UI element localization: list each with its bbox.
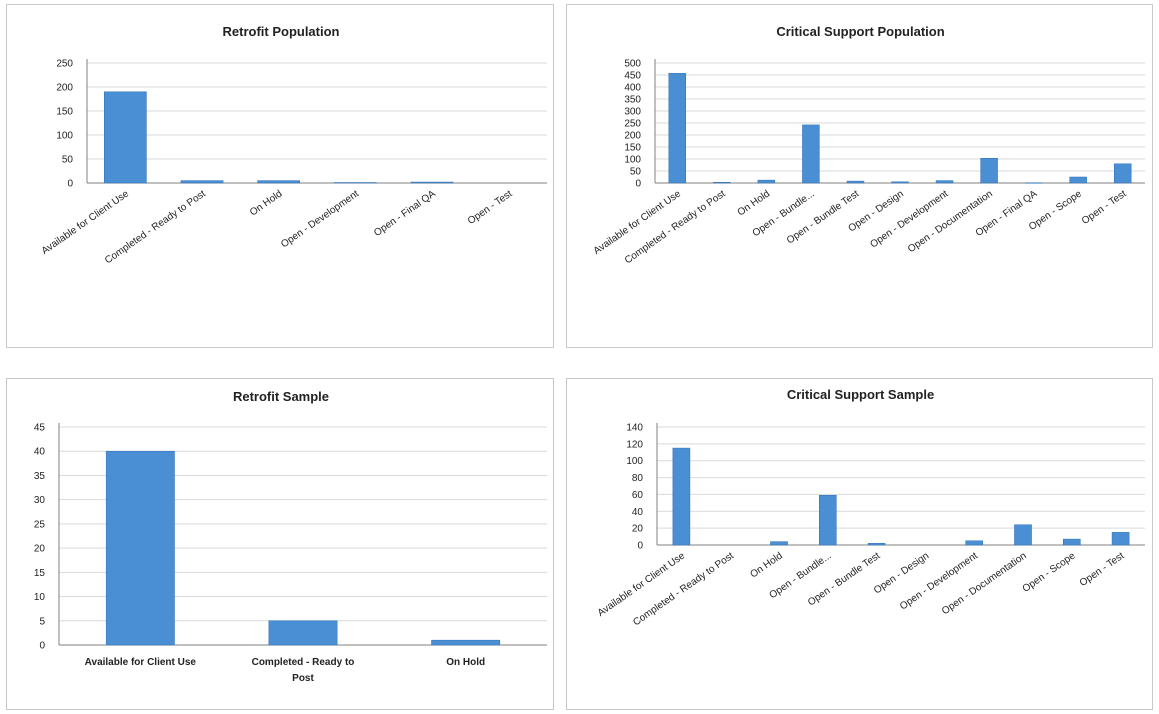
retrofit-sample-chart: Retrofit Sample 0 5 10 15 20 25 30 35 40 45 Availab… (6, 378, 554, 710)
retrofit-population-plot: Retrofit Population050100150200250Availa… (40, 24, 547, 266)
y-tick-label: 45 (34, 423, 46, 434)
y-tick-label: 100 (626, 456, 643, 467)
y-tick-label: 350 (624, 95, 641, 106)
retrofit-population-chart: Retrofit Population 0 50 100 150 200 250 Availa… (6, 4, 554, 348)
y-tick-label: 40 (632, 507, 644, 518)
y-tick-label: 200 (56, 83, 73, 94)
bar (819, 495, 837, 546)
category-label: On Hold (248, 188, 284, 218)
chart-title: Critical Support Population (776, 24, 944, 39)
bar (668, 73, 686, 184)
bar (1114, 163, 1132, 184)
y-tick-label: 100 (56, 131, 73, 142)
critical-support-sample-plot: Critical Support Sample 0 20 40 60 80 100 120 14… (596, 387, 1145, 628)
bar (1069, 176, 1087, 184)
bar (1063, 538, 1081, 546)
critical-support-sample-chart: Critical Support Sample 0 20 40 60 80 100 120 14… (566, 378, 1153, 710)
y-tick-label: 80 (632, 473, 644, 484)
y-tick-label: 100 (624, 155, 641, 166)
y-tick-label: 20 (632, 524, 644, 535)
bar (1014, 524, 1032, 546)
category-label: Open - Documentation (940, 550, 1029, 617)
bar (104, 91, 147, 184)
bar (334, 182, 377, 184)
y-tick-label: 150 (624, 143, 641, 154)
y-tick-label: 20 (34, 544, 46, 555)
bar (180, 180, 224, 184)
category-label: Open - Scope (1021, 550, 1078, 595)
bar (770, 541, 788, 546)
retrofit-sample-plot: Retrofit Sample 0 5 10 15 20 25 30 35 40 45 Availab… (34, 389, 547, 684)
y-tick-label: 50 (62, 155, 74, 166)
y-tick-label: 140 (626, 423, 643, 434)
category-label: Available for Client Use (85, 657, 197, 668)
category-label: Open - Documentation (906, 188, 995, 255)
chart-title: Critical Support Sample (787, 387, 934, 402)
bar (757, 179, 776, 184)
bar (1111, 532, 1130, 546)
bar (935, 180, 954, 184)
category-label: Open - Final QA (372, 188, 438, 239)
chart-title: Retrofit Sample (233, 389, 329, 404)
bar (431, 639, 501, 646)
bar (846, 180, 865, 184)
y-tick-label: 150 (56, 107, 73, 118)
bar (268, 620, 338, 646)
category-label: Completed - Ready to Post (631, 550, 736, 628)
y-tick-label: 50 (630, 167, 642, 178)
bar (1024, 182, 1043, 184)
bar (867, 543, 886, 546)
category-label: On Hold (446, 657, 485, 668)
y-tick-label: 25 (34, 519, 46, 530)
category-label: On Hold (748, 550, 784, 580)
bar (965, 540, 983, 546)
y-tick-label: 300 (624, 107, 641, 118)
bar (105, 450, 175, 646)
bar (980, 158, 998, 184)
category-label: Open - Development (279, 188, 361, 250)
y-tick-label: 35 (34, 471, 46, 482)
y-tick-label: 120 (626, 439, 643, 450)
category-label: Open - Development (868, 188, 950, 250)
y-tick-label: 15 (34, 568, 46, 579)
y-tick-label: 40 (34, 447, 46, 458)
y-tick-label: 250 (624, 119, 641, 130)
critical-support-population-chart: Critical Support Population 0 50 100 150 200 2… (566, 4, 1153, 348)
category-label: Available for Client Use (596, 550, 688, 619)
y-tick-label: 10 (34, 592, 46, 603)
y-tick-label: 450 (624, 71, 641, 82)
bar (802, 124, 820, 184)
y-tick-label: 200 (624, 131, 641, 142)
y-tick-label: 0 (39, 641, 45, 652)
y-tick-label: 250 (56, 59, 73, 70)
y-tick-label: 30 (34, 495, 46, 506)
bar (410, 181, 454, 184)
category-label: Open - Test (1078, 550, 1127, 589)
y-tick-label: 5 (39, 616, 45, 627)
category-label: On Hold (736, 188, 772, 218)
category-label: Open - Test (466, 188, 515, 227)
y-tick-label: 60 (632, 490, 644, 501)
y-tick-label: 0 (637, 541, 643, 552)
critical-support-population-plot: Critical Support Population 0501001502002… (592, 24, 1145, 266)
bar (672, 447, 691, 546)
bar (713, 182, 731, 184)
chart-title: Retrofit Population (223, 24, 340, 39)
y-tick-label: 500 (624, 59, 641, 70)
category-label: Open - Test (1080, 188, 1129, 227)
y-tick-label: 0 (635, 179, 641, 190)
y-tick-label: 400 (624, 83, 641, 94)
bar (891, 181, 909, 184)
category-label: Completed - Ready to Post (252, 657, 355, 684)
y-tick-label: 0 (67, 179, 73, 190)
bar (257, 180, 300, 184)
